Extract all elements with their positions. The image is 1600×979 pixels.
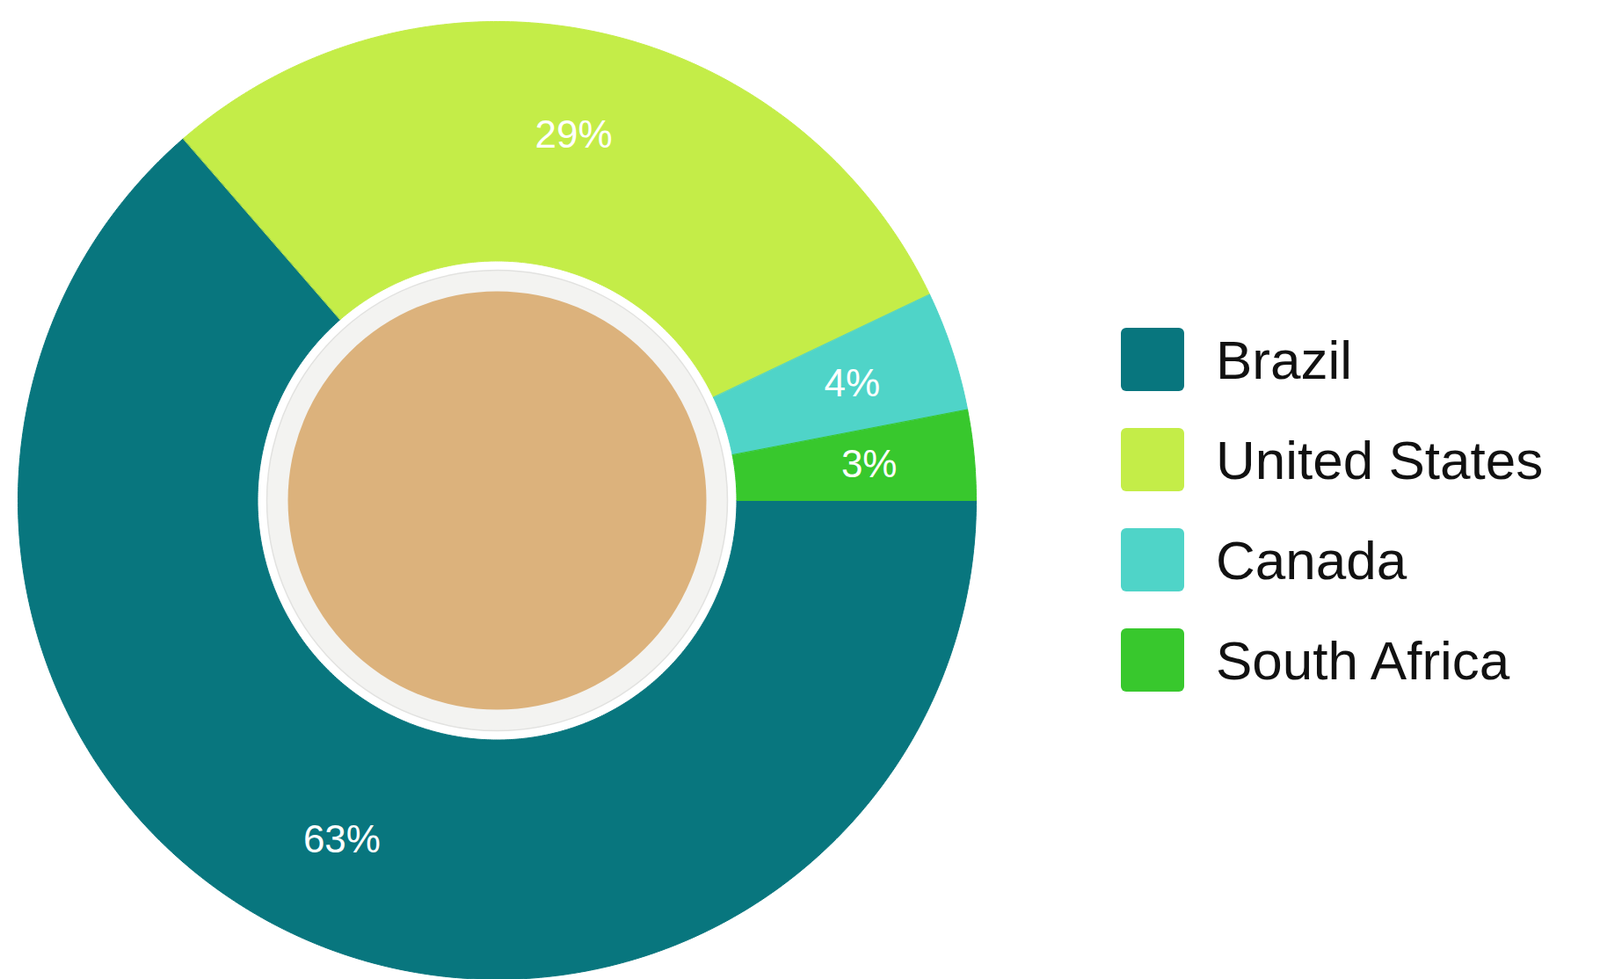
html-text:Brazil: Brazil [1215, 329, 1353, 390]
html-text:Canada: Canada [1215, 529, 1407, 591]
svg-text:3%: 3% [841, 442, 898, 486]
svg-text:4%: 4% [824, 361, 881, 405]
svg-text:63%: 63% [303, 817, 381, 861]
svg-text:29%: 29% [535, 111, 613, 155]
html-text:South Africa: South Africa [1215, 629, 1510, 691]
html-text:United States: United States [1215, 429, 1544, 491]
